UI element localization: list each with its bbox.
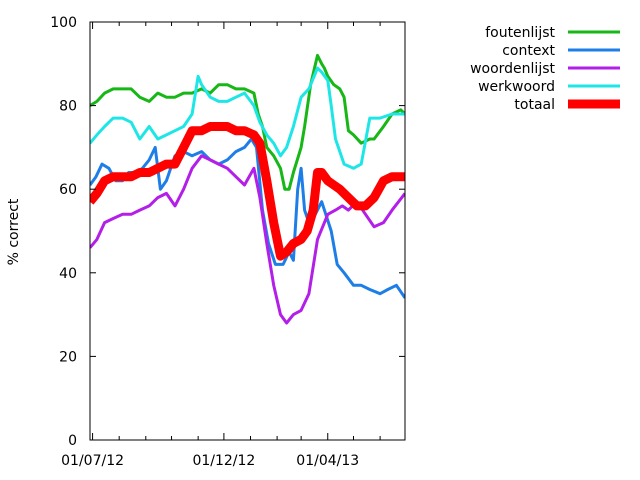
legend-label-totaal: totaal xyxy=(514,97,555,113)
series-line-totaal xyxy=(90,122,405,261)
legend-label-werkwoord: werkwoord xyxy=(478,79,555,95)
plot-frame xyxy=(89,21,406,441)
legend-label-foutenlijst: foutenlijst xyxy=(485,25,555,41)
x-tick-label: 01/04/13 xyxy=(296,453,359,469)
y-axis-label: % correct xyxy=(6,198,22,265)
series-line-werkwoord xyxy=(90,66,405,170)
axis-layer: 0 20 40 60 80 100 01/07/12 01/12/12 01/04/13 xyxy=(50,15,406,469)
series-line-foutenlijst xyxy=(90,53,405,191)
x-tick-label: 01/07/12 xyxy=(61,453,124,469)
legend-label-context: context xyxy=(502,43,555,59)
y-tick-label: 60 xyxy=(59,182,77,198)
y-tick-label: 80 xyxy=(59,99,77,115)
y-tick-label: 0 xyxy=(68,433,77,449)
legend-label-woordenlijst: woordenlijst xyxy=(470,61,555,77)
y-tick-label: 40 xyxy=(59,266,77,282)
y-tick-label: 20 xyxy=(59,349,77,365)
y-tick-label: 100 xyxy=(50,15,77,31)
legend: foutenlijst context woordenlijst werkwoord t… xyxy=(470,25,620,113)
x-tick-label: 01/12/12 xyxy=(192,453,255,469)
series-line-context xyxy=(90,137,405,299)
series-line-woordenlijst xyxy=(90,154,405,325)
series-layer xyxy=(90,53,405,325)
